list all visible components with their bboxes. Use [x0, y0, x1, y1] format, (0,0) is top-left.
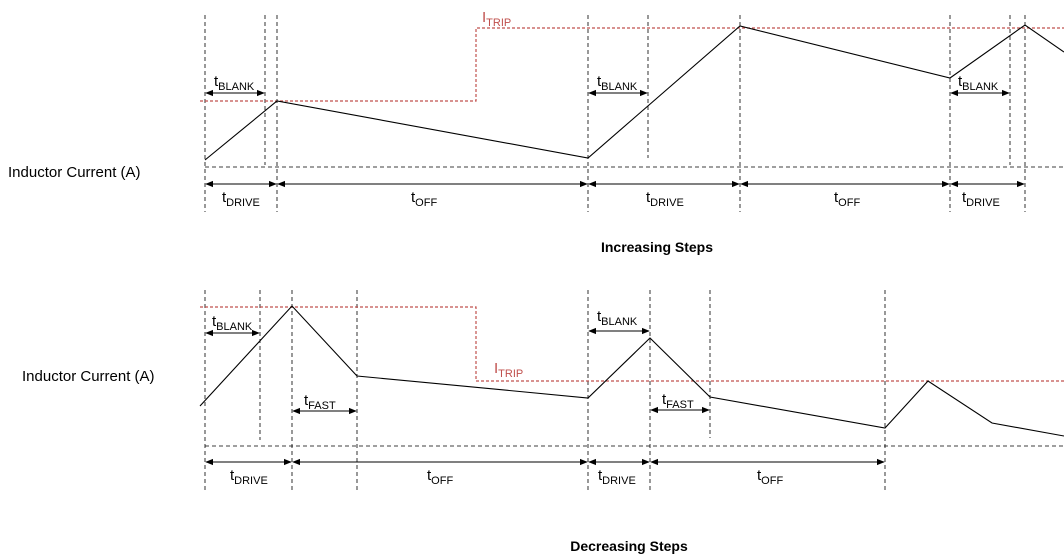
tblank-label: tBLANK — [958, 73, 999, 93]
toff-label: tOFF — [757, 467, 783, 487]
inductor-current-waveform — [204, 24, 1064, 161]
tdrive-label: tDRIVE — [646, 189, 684, 209]
caption: Decreasing Steps — [570, 538, 688, 554]
toff-label: tOFF — [427, 467, 453, 487]
tblank-arrows — [205, 327, 650, 337]
tfast-label: tFAST — [662, 391, 694, 411]
time-guides — [204, 290, 886, 490]
y-axis-label: Inductor Current (A) — [22, 368, 155, 385]
tdrive-label: tDRIVE — [598, 467, 636, 487]
toff-label: tOFF — [834, 189, 860, 209]
decreasing-steps-diagram: ITRIP tBLANK tBLANK tFAST tFAST tDRIVE t… — [22, 290, 1064, 554]
tdrive-label: tDRIVE — [230, 467, 268, 487]
tblank-label: tBLANK — [597, 73, 638, 93]
tblank-label: tBLANK — [212, 313, 253, 333]
tdrive-label: tDRIVE — [962, 189, 1000, 209]
increasing-steps-diagram: ITRIP tBLANK tBLANK tBLANK tDRIVE tOFF t… — [8, 9, 1064, 255]
caption: Increasing Steps — [601, 239, 713, 255]
inductor-current-waveform — [199, 305, 1064, 437]
itrip-threshold-line — [200, 306, 1064, 382]
toff-label: tOFF — [411, 189, 437, 209]
tblank-label: tBLANK — [214, 73, 255, 93]
tfast-arrows — [292, 406, 710, 415]
tfast-label: tFAST — [304, 392, 336, 412]
itrip-label: ITRIP — [482, 9, 511, 29]
itrip-label: ITRIP — [494, 360, 523, 380]
tblank-label: tBLANK — [597, 308, 638, 328]
y-axis-label: Inductor Current (A) — [8, 164, 141, 181]
itrip-threshold-line — [200, 27, 1064, 102]
time-guides — [204, 15, 1026, 212]
tdrive-label: tDRIVE — [222, 189, 260, 209]
